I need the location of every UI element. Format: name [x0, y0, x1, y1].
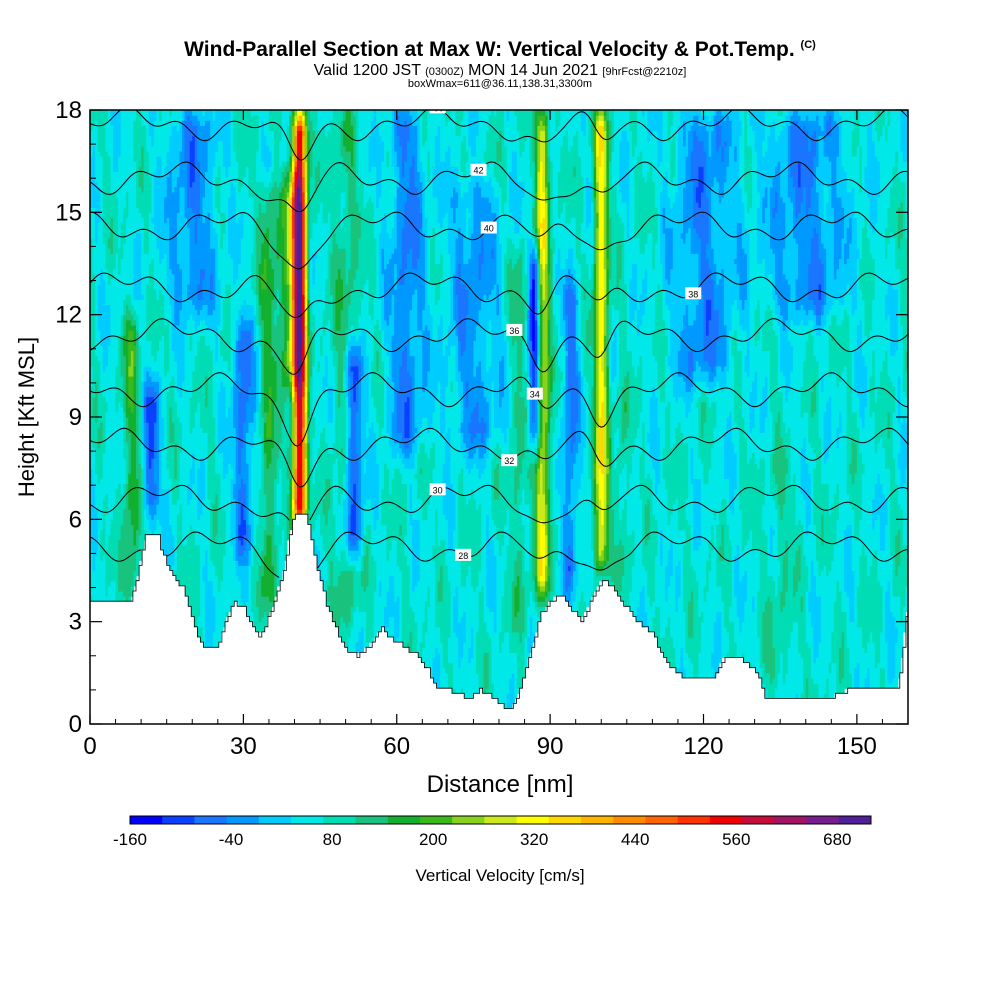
velocity-field	[90, 110, 909, 709]
page: Wind-Parallel Section at Max W: Vertical…	[0, 0, 1000, 1000]
velocity-cell	[136, 560, 139, 566]
velocity-cell	[139, 555, 142, 561]
velocity-cell	[141, 540, 144, 546]
velocity-cell	[136, 565, 139, 571]
velocity-cell	[136, 571, 139, 577]
velocity-cell	[218, 632, 221, 638]
cross-section-chart: 283032343638404244 0 30 60 90 120 15003691215…	[0, 0, 1000, 1000]
